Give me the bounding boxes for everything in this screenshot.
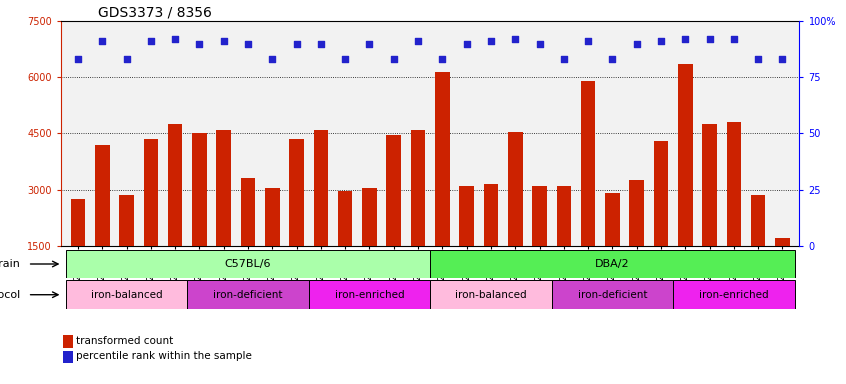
Point <box>96 38 109 45</box>
Bar <box>187 280 309 309</box>
Bar <box>727 122 741 302</box>
Text: iron-enriched: iron-enriched <box>335 290 404 300</box>
Bar <box>629 180 644 302</box>
Point <box>71 56 85 62</box>
Bar <box>309 280 430 309</box>
Bar <box>552 280 673 309</box>
Point <box>338 56 352 62</box>
Text: strain: strain <box>0 259 20 269</box>
Point <box>168 36 182 42</box>
Bar <box>654 141 668 302</box>
Bar <box>581 81 596 302</box>
Point <box>508 36 522 42</box>
Bar <box>241 178 255 302</box>
Text: iron-enriched: iron-enriched <box>699 290 769 300</box>
Bar <box>532 186 547 302</box>
Bar <box>265 188 279 302</box>
Bar <box>435 72 449 302</box>
Text: iron-deficient: iron-deficient <box>213 290 283 300</box>
Bar <box>605 194 619 302</box>
Point <box>606 56 619 62</box>
Point <box>776 56 789 62</box>
Bar <box>508 132 523 302</box>
Bar <box>338 192 353 302</box>
Bar <box>673 280 794 309</box>
Point <box>290 41 304 47</box>
Point <box>460 41 474 47</box>
Bar <box>70 199 85 302</box>
Bar <box>702 124 717 302</box>
Bar <box>459 186 474 302</box>
Bar <box>119 195 134 302</box>
Text: percentile rank within the sample: percentile rank within the sample <box>76 351 252 361</box>
Bar <box>387 135 401 302</box>
Text: DBA/2: DBA/2 <box>595 259 629 269</box>
Bar <box>775 238 790 302</box>
Point <box>266 56 279 62</box>
Bar <box>362 188 376 302</box>
Point <box>484 38 497 45</box>
Point <box>727 36 740 42</box>
Text: iron-balanced: iron-balanced <box>455 290 527 300</box>
Bar <box>217 130 231 302</box>
Bar <box>192 134 206 302</box>
Point <box>411 38 425 45</box>
Bar <box>168 124 183 302</box>
Point <box>436 56 449 62</box>
Bar <box>289 139 304 302</box>
Point <box>557 56 570 62</box>
Bar <box>95 145 109 302</box>
Point <box>533 41 547 47</box>
Bar <box>411 130 426 302</box>
Point <box>387 56 400 62</box>
Text: GDS3373 / 8356: GDS3373 / 8356 <box>98 6 212 20</box>
Point <box>314 41 327 47</box>
Text: iron-deficient: iron-deficient <box>578 290 647 300</box>
Bar <box>314 130 328 302</box>
Text: transformed count: transformed count <box>76 336 173 346</box>
Point <box>654 38 667 45</box>
Text: iron-balanced: iron-balanced <box>91 290 162 300</box>
Bar <box>66 250 430 278</box>
Bar <box>557 186 571 302</box>
Text: protocol: protocol <box>0 290 20 300</box>
Point <box>751 56 765 62</box>
Point <box>193 41 206 47</box>
Bar <box>66 280 187 309</box>
Bar <box>430 280 552 309</box>
Point <box>217 38 230 45</box>
Point <box>630 41 644 47</box>
Point <box>581 38 595 45</box>
Bar <box>144 139 158 302</box>
Bar <box>678 64 693 302</box>
Point <box>120 56 134 62</box>
Bar <box>484 184 498 302</box>
Bar <box>751 195 766 302</box>
Point <box>144 38 157 45</box>
Point <box>678 36 692 42</box>
Point <box>241 41 255 47</box>
Text: C57BL/6: C57BL/6 <box>225 259 272 269</box>
Point <box>703 36 717 42</box>
Point <box>363 41 376 47</box>
Bar <box>430 250 794 278</box>
